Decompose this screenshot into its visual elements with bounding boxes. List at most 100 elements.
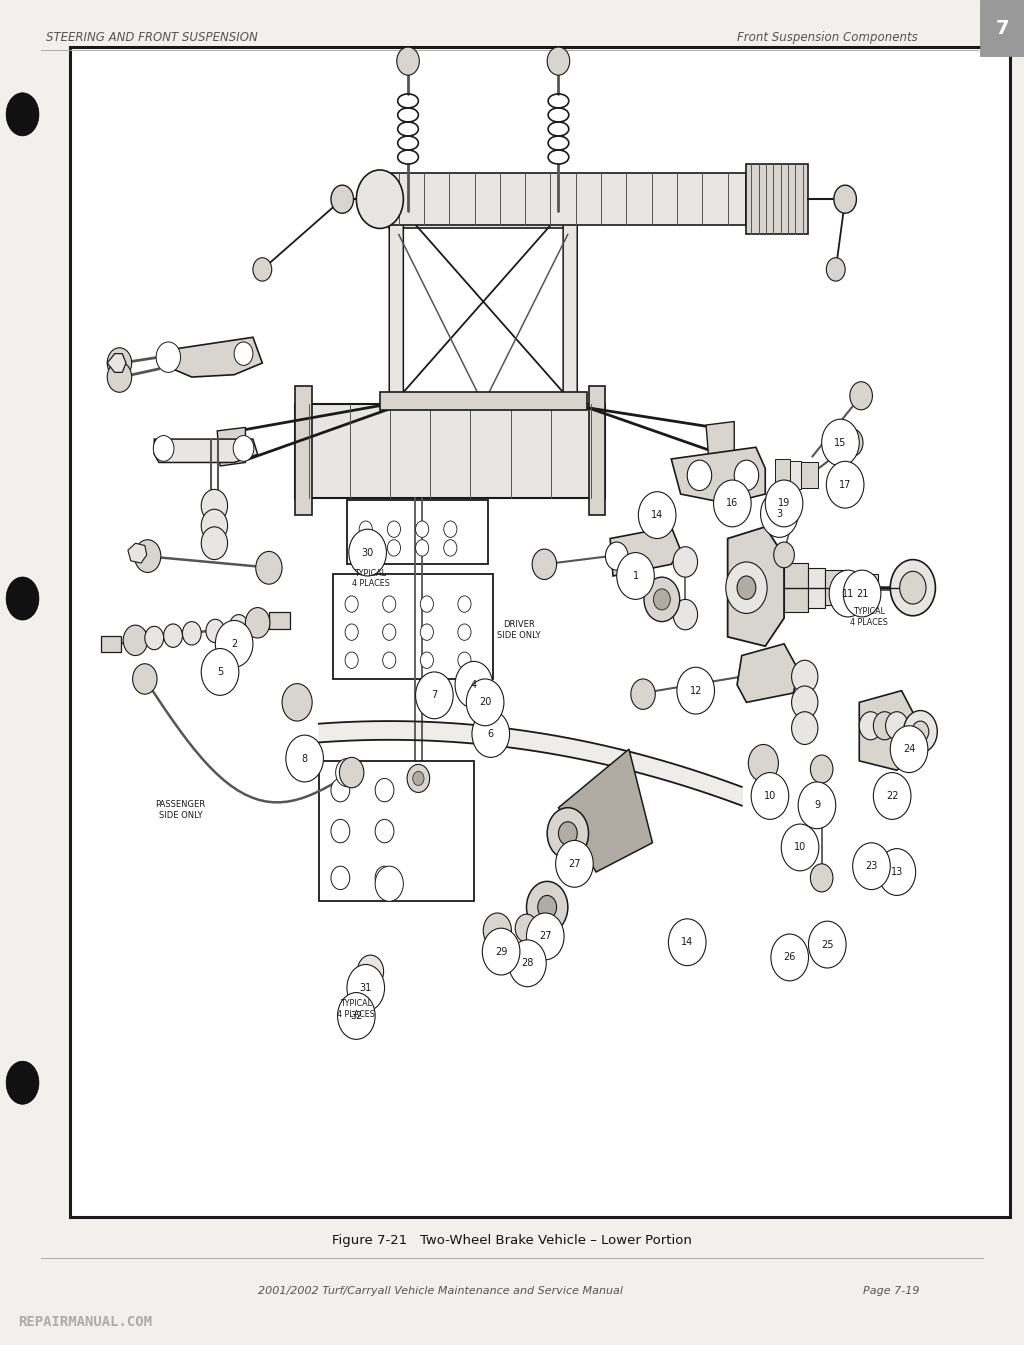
Polygon shape: [563, 211, 578, 404]
Polygon shape: [389, 211, 578, 229]
Text: 17: 17: [839, 480, 851, 490]
Bar: [801, 463, 818, 488]
Circle shape: [669, 919, 706, 966]
Circle shape: [458, 652, 471, 668]
Circle shape: [771, 933, 809, 981]
Circle shape: [154, 436, 174, 461]
Circle shape: [359, 539, 373, 555]
Circle shape: [416, 521, 429, 538]
Circle shape: [826, 461, 864, 508]
Circle shape: [792, 686, 818, 718]
Text: 31: 31: [359, 983, 372, 993]
Bar: [380, 174, 746, 225]
Circle shape: [6, 1061, 39, 1104]
Bar: [790, 461, 801, 490]
Circle shape: [526, 913, 564, 960]
Text: 24: 24: [903, 744, 915, 755]
Text: 3: 3: [776, 508, 782, 519]
Circle shape: [809, 921, 846, 968]
Text: TYPICAL
4 PLACES: TYPICAL 4 PLACES: [337, 999, 375, 1018]
Circle shape: [253, 258, 271, 281]
Circle shape: [383, 624, 396, 640]
Circle shape: [458, 624, 471, 640]
Text: TYPICAL
4 PLACES: TYPICAL 4 PLACES: [351, 569, 389, 588]
Circle shape: [256, 551, 282, 584]
Bar: [980, 0, 1024, 56]
Polygon shape: [558, 749, 652, 872]
Text: 12: 12: [689, 686, 701, 695]
Circle shape: [286, 736, 324, 781]
Circle shape: [873, 712, 896, 740]
Bar: [798, 672, 812, 737]
Circle shape: [834, 186, 856, 214]
Text: 29: 29: [495, 947, 507, 956]
Circle shape: [420, 624, 433, 640]
Text: 6: 6: [487, 729, 494, 738]
Bar: [809, 568, 825, 608]
Circle shape: [408, 764, 430, 792]
Circle shape: [673, 546, 697, 577]
Circle shape: [547, 47, 569, 75]
Text: 4: 4: [471, 679, 477, 690]
Circle shape: [631, 679, 655, 709]
Circle shape: [792, 712, 818, 745]
Polygon shape: [737, 644, 798, 702]
Text: STEERING AND FRONT SUSPENSION: STEERING AND FRONT SUSPENSION: [46, 31, 258, 44]
Circle shape: [387, 521, 400, 538]
Text: 14: 14: [681, 937, 693, 947]
Circle shape: [375, 819, 394, 843]
Circle shape: [538, 896, 557, 919]
Circle shape: [6, 577, 39, 620]
Text: 11: 11: [842, 589, 854, 599]
Circle shape: [810, 863, 833, 892]
Circle shape: [873, 772, 911, 819]
Circle shape: [331, 819, 350, 843]
Circle shape: [375, 866, 403, 901]
Circle shape: [348, 985, 374, 1017]
Circle shape: [687, 460, 712, 491]
Circle shape: [792, 660, 818, 693]
Text: 1: 1: [633, 572, 639, 581]
Circle shape: [202, 648, 239, 695]
Bar: [269, 612, 290, 628]
Circle shape: [108, 348, 132, 378]
Text: 10: 10: [764, 791, 776, 802]
Circle shape: [774, 542, 795, 568]
Circle shape: [234, 342, 253, 366]
Circle shape: [215, 620, 253, 667]
Circle shape: [826, 258, 845, 281]
Circle shape: [420, 596, 433, 612]
Circle shape: [443, 539, 457, 555]
Text: 5: 5: [217, 667, 223, 677]
Circle shape: [413, 772, 424, 785]
Text: 2001/2002 Turf/Carryall Vehicle Maintenance and Service Manual: 2001/2002 Turf/Carryall Vehicle Maintena…: [258, 1286, 623, 1297]
Bar: [347, 500, 488, 565]
Circle shape: [416, 672, 454, 718]
Bar: [774, 459, 790, 492]
Text: 7: 7: [995, 19, 1010, 38]
Circle shape: [482, 928, 520, 975]
Circle shape: [416, 539, 429, 555]
Text: 27: 27: [568, 859, 581, 869]
Circle shape: [526, 881, 568, 933]
Circle shape: [202, 490, 227, 522]
Circle shape: [903, 710, 937, 753]
Circle shape: [556, 841, 593, 888]
Text: 25: 25: [821, 940, 834, 950]
Bar: [100, 636, 121, 652]
Text: 27: 27: [539, 931, 552, 941]
Circle shape: [653, 589, 671, 609]
Circle shape: [558, 822, 578, 845]
Text: 16: 16: [726, 499, 738, 508]
Text: 19: 19: [778, 499, 791, 508]
Bar: [589, 386, 605, 515]
Text: 13: 13: [891, 868, 903, 877]
Polygon shape: [728, 527, 784, 646]
Text: 2: 2: [231, 639, 238, 648]
Polygon shape: [706, 421, 734, 460]
Text: 26: 26: [783, 952, 796, 963]
Circle shape: [616, 553, 654, 600]
Circle shape: [6, 93, 39, 136]
Bar: [859, 573, 878, 601]
Polygon shape: [610, 527, 681, 576]
